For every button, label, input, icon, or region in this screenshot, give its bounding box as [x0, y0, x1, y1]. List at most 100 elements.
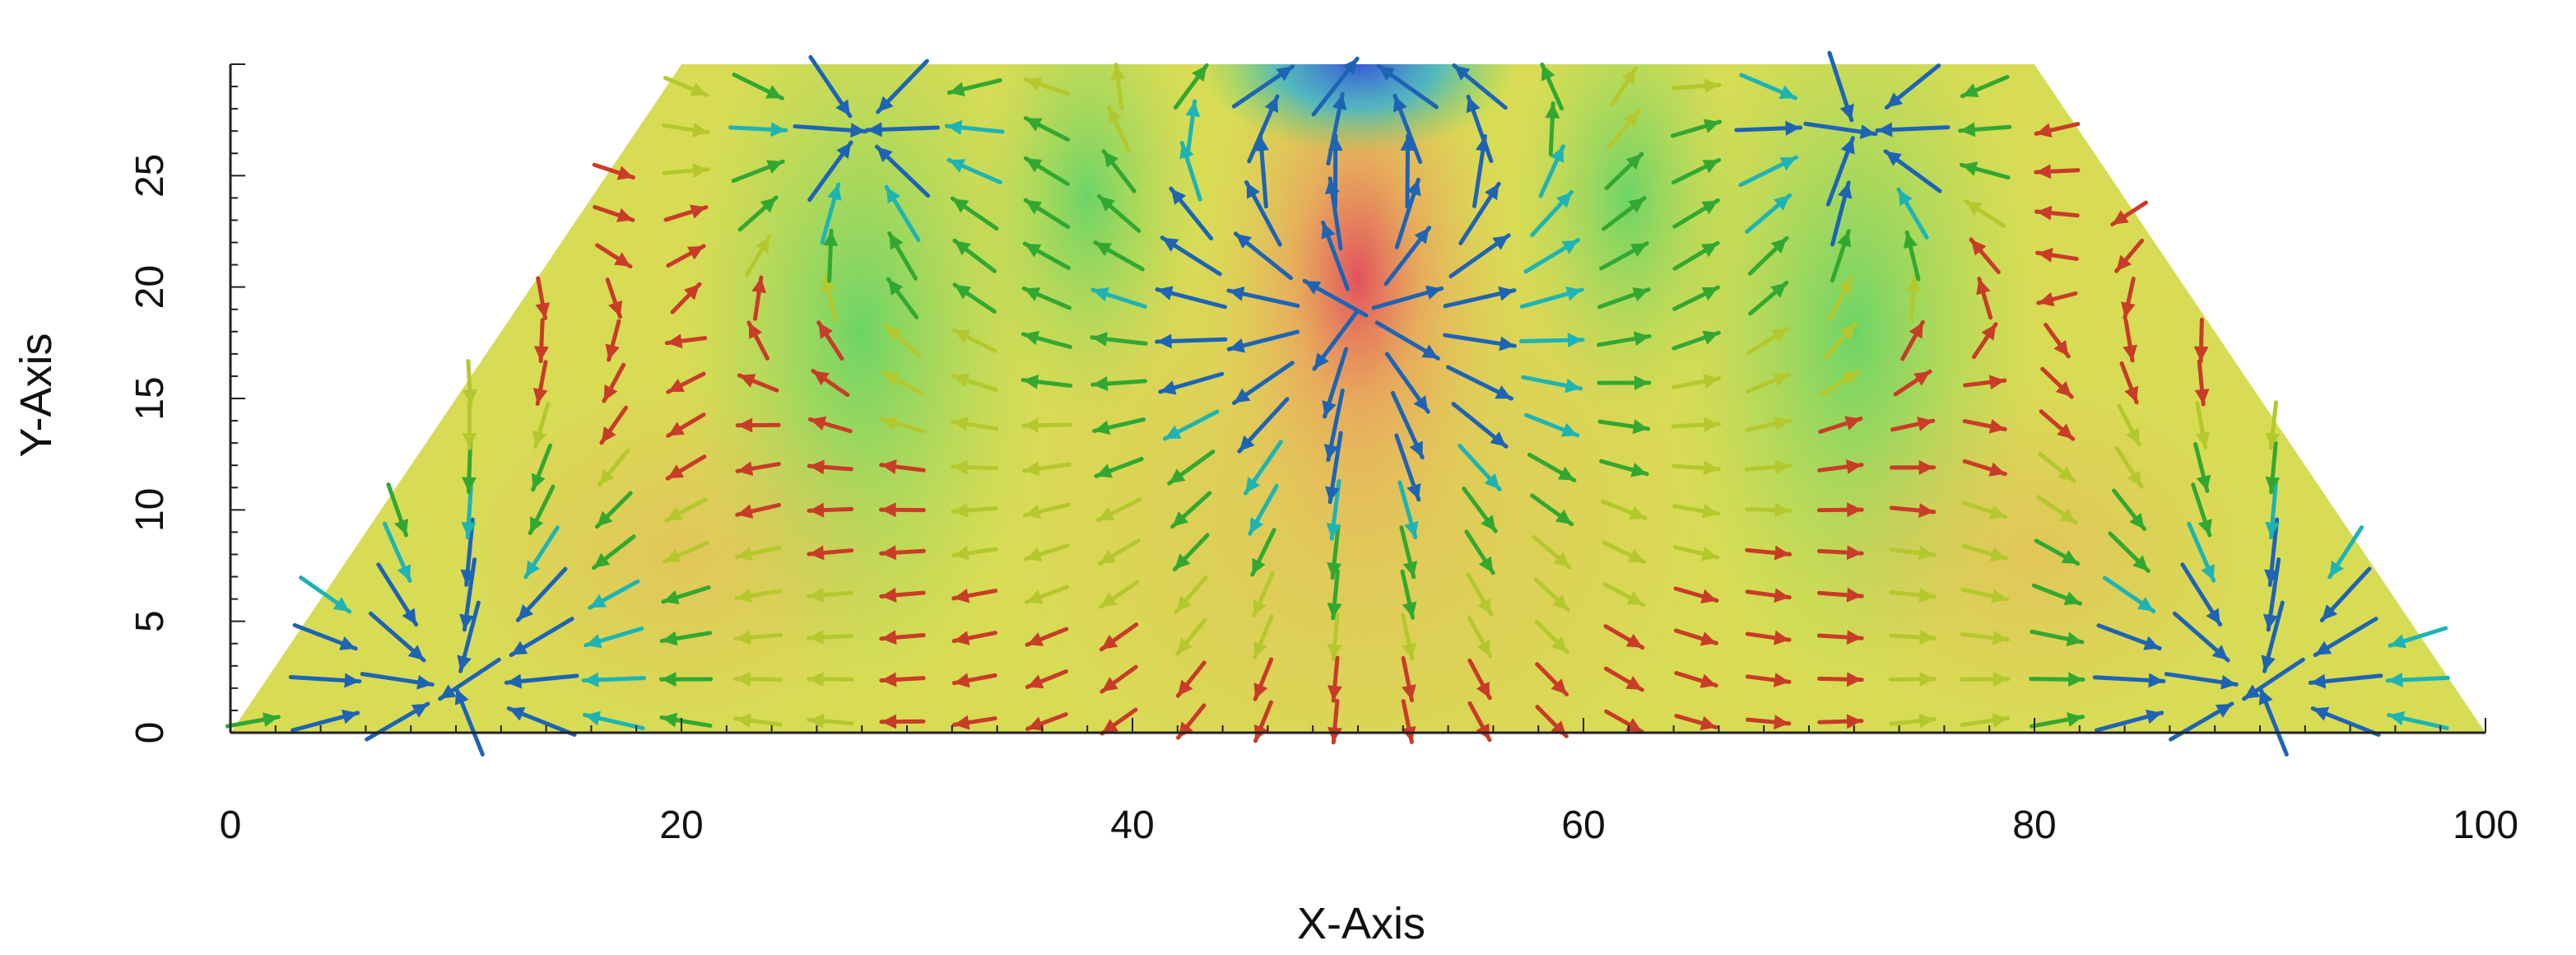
vector-arrow-196 — [1962, 459, 2007, 477]
vector-arrow-208 — [951, 417, 999, 431]
vector-arrow-347 — [874, 144, 931, 198]
vector-arrow-50 — [1674, 671, 1718, 688]
vector-arrow-276 — [535, 276, 551, 320]
vector-arrow-83 — [1889, 630, 1937, 645]
vector-arrow-274 — [2123, 318, 2138, 363]
vector-arrow-306 — [1093, 240, 1145, 272]
vector-arrow-197 — [2038, 451, 2076, 483]
vector-arrow-45 — [1327, 655, 1342, 703]
vector-arrow-60 — [2385, 672, 2450, 687]
vector-arrow-260 — [1090, 331, 1148, 347]
vector-arrow-15 — [1327, 698, 1342, 745]
vector-arrow-280 — [821, 273, 838, 323]
vector-arrow-159 — [1170, 491, 1212, 529]
vector-arrow-292 — [1672, 285, 1721, 311]
vector-arrow-156 — [951, 502, 999, 518]
vector-arrow-221 — [1890, 417, 1936, 432]
vector-arrow-237 — [1158, 371, 1225, 395]
vector-arrow-394 — [1376, 63, 1439, 109]
vector-arrow-127 — [879, 545, 926, 561]
vector-arrow-154 — [807, 502, 854, 518]
vector-arrow-346 — [807, 140, 853, 203]
vector-arrow-310 — [1383, 226, 1432, 286]
vector-arrow-285 — [1155, 286, 1227, 310]
vector-arrow-70 — [951, 631, 997, 645]
vector-arrow-238 — [1231, 361, 1295, 405]
x-tick-label-0: 0 — [220, 804, 242, 847]
vector-arrow-55 — [2029, 672, 2085, 687]
vector-arrow-341 — [2034, 205, 2080, 221]
vector-arrow-71 — [1025, 627, 1069, 647]
vector-arrow-76 — [1401, 613, 1416, 661]
vector-arrow-100 — [951, 588, 998, 603]
vector-arrow-73 — [1175, 617, 1207, 656]
vector-arrow-340 — [1964, 198, 2006, 228]
vector-arrow-137 — [1602, 540, 1647, 564]
vector-arrow-125 — [734, 545, 782, 561]
vector-arrow-68 — [807, 630, 854, 645]
vector-arrow-281 — [886, 277, 919, 319]
vector-arrow-224 — [2117, 403, 2141, 447]
vector-arrow-264 — [1374, 320, 1440, 361]
vector-arrow-148 — [386, 482, 409, 538]
vector-arrow-207 — [879, 416, 926, 434]
vector-arrow-187 — [1324, 431, 1343, 505]
vector-arrow-325 — [884, 184, 921, 242]
vector-arrow-145 — [2187, 521, 2216, 583]
vector-arrow-363 — [2034, 164, 2081, 179]
vector-arrow-373 — [1326, 91, 1347, 166]
vector-arrow-250 — [2119, 361, 2139, 405]
vector-arrow-204 — [666, 412, 706, 438]
vector-arrow-220 — [1818, 416, 1863, 434]
vector-arrow-249 — [2040, 366, 2074, 399]
vector-arrow-214 — [1390, 390, 1425, 460]
vector-arrow-88 — [2261, 600, 2285, 673]
vector-arrow-282 — [952, 282, 997, 314]
vector-arrow-391 — [1173, 63, 1209, 110]
vector-arrow-233 — [881, 370, 924, 396]
vector-arrow-239 — [1322, 347, 1349, 419]
vector-arrow-216 — [1524, 412, 1580, 438]
vector-arrow-28 — [2258, 687, 2289, 757]
vector-arrow-155 — [879, 502, 926, 518]
vector-arrow-124 — [663, 540, 709, 564]
vector-arrow-318 — [1969, 237, 2001, 275]
vector-arrow-36 — [658, 672, 714, 687]
vector-arrow-255 — [746, 320, 770, 361]
vector-arrow-0 — [225, 712, 281, 729]
vector-arrow-257 — [883, 323, 922, 358]
vector-arrow-1 — [291, 709, 360, 733]
vector-arrow-231 — [737, 373, 779, 393]
vector-arrow-348 — [946, 157, 1002, 184]
vector-arrow-57 — [2164, 672, 2239, 690]
vector-arrow-335 — [1602, 196, 1647, 231]
vector-arrow-242 — [1521, 375, 1583, 394]
vector-arrow-263 — [1312, 310, 1359, 371]
vector-arrow-227 — [462, 359, 477, 407]
vector-arrow-354 — [1400, 133, 1416, 209]
vector-arrow-316 — [1830, 229, 1852, 283]
vector-arrow-211 — [1162, 409, 1220, 441]
vector-arrow-283 — [1021, 286, 1072, 310]
vector-arrow-267 — [1596, 331, 1652, 347]
vector-arrow-383 — [2034, 122, 2081, 138]
vector-arrow-370 — [1107, 105, 1132, 153]
vector-arrow-360 — [1825, 136, 1855, 207]
vector-arrow-296 — [1976, 277, 1993, 320]
vector-arrow-9 — [879, 714, 926, 729]
vector-arrow-53 — [1888, 671, 1937, 687]
vector-arrow-342 — [2110, 200, 2148, 227]
vector-arrow-384 — [663, 76, 709, 97]
vector-arrow-301 — [745, 235, 772, 277]
vector-arrow-366 — [793, 123, 868, 138]
vector-arrow-365 — [728, 122, 788, 137]
vector-arrow-319 — [2035, 247, 2079, 263]
vector-arrow-334 — [1530, 189, 1574, 237]
vector-arrow-116 — [2102, 575, 2156, 613]
vector-arrow-25 — [2029, 712, 2085, 729]
vector-arrow-284 — [1090, 286, 1147, 309]
vector-arrow-82 — [1816, 630, 1864, 645]
vector-arrow-272 — [1971, 322, 1998, 360]
vector-arrow-398 — [1671, 78, 1722, 94]
vector-arrow-393 — [1311, 56, 1360, 117]
